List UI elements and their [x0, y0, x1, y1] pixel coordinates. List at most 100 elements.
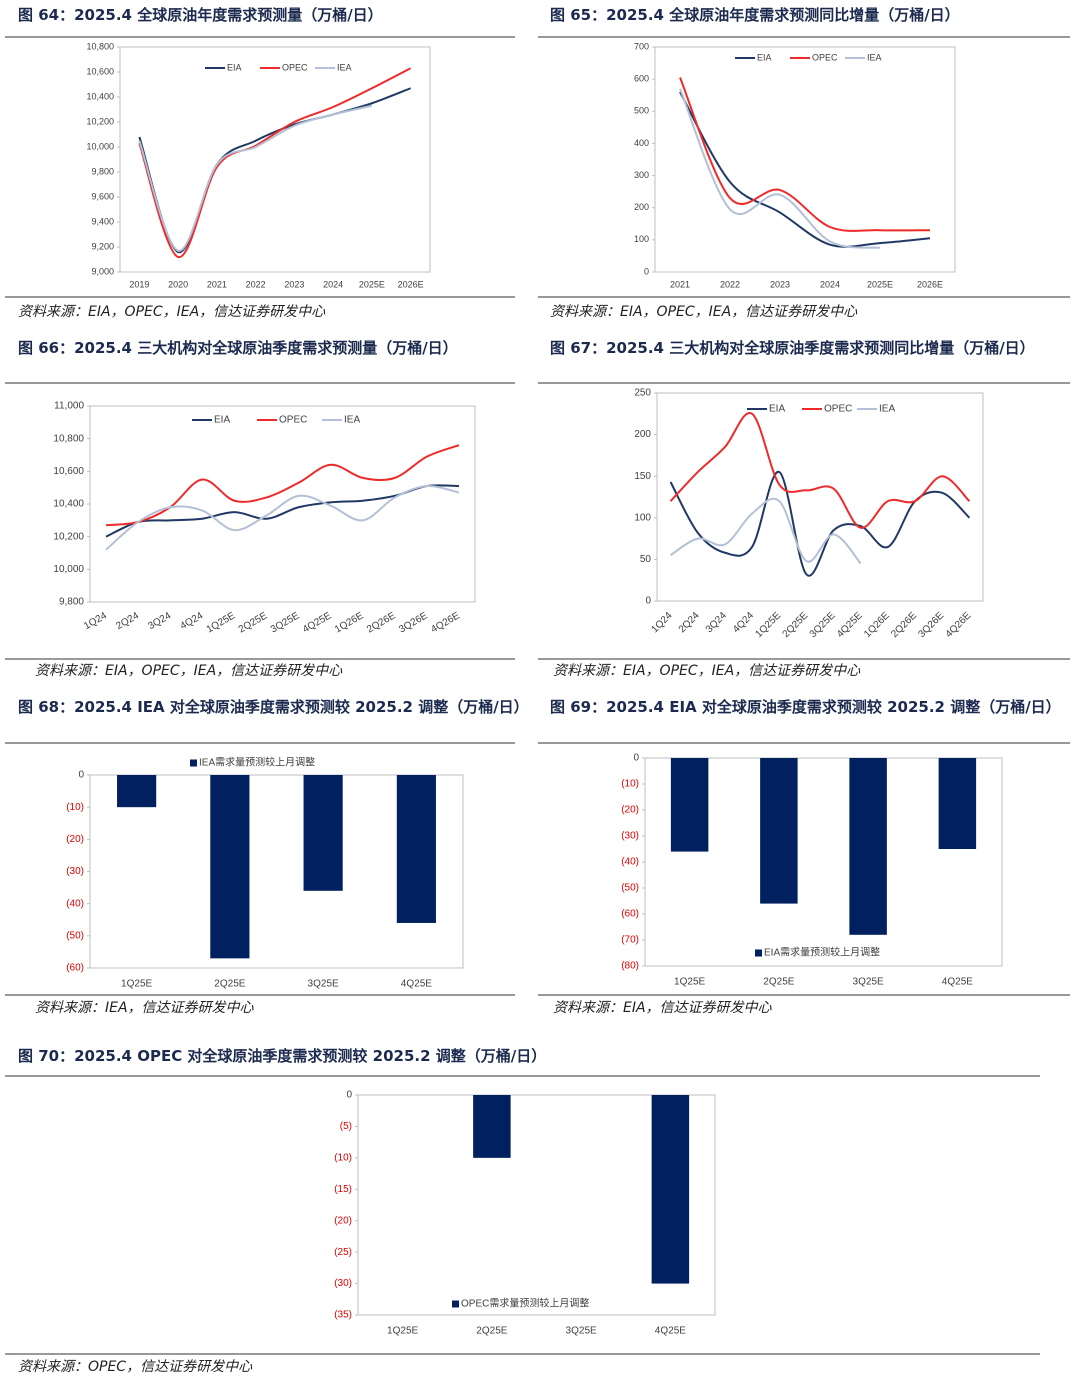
x-tick-label: 4Q24 — [178, 610, 205, 632]
y-tick-label: 10,000 — [86, 141, 114, 151]
bar — [303, 775, 343, 891]
y-tick-label: 10,800 — [86, 41, 114, 51]
x-tick-label: 2020 — [168, 279, 188, 289]
chart: 9,000 9,200 9,400 9,600 9,800 10,000 10,200 10,… — [86, 41, 431, 289]
y-tick-label: (50) — [66, 930, 84, 941]
y-tick-label: 9,800 — [59, 597, 84, 608]
x-tick-label: 2023 — [284, 279, 304, 289]
x-tick-label: 1Q25E — [753, 610, 783, 640]
x-tick-label: 3Q24 — [704, 610, 729, 635]
y-tick-label: 300 — [634, 170, 649, 180]
figure-source: 资料来源：EIA，OPEC，IEA，信达证券研发中心 — [35, 663, 343, 679]
x-tick-label: 3Q26E — [397, 610, 430, 635]
series-line — [679, 88, 881, 249]
y-tick-label: 9,400 — [91, 216, 114, 226]
y-tick-label: (60) — [621, 909, 639, 920]
legend-label: IEA — [337, 62, 352, 72]
series-line — [138, 104, 373, 252]
x-tick-label: 4Q25E — [655, 1326, 686, 1337]
y-tick-label: (30) — [334, 1278, 352, 1289]
x-tick-label: 4Q25E — [301, 610, 334, 635]
x-tick-label: 1Q24 — [649, 610, 674, 635]
figure-source: 资料来源：EIA，信达证券研发中心 — [553, 1000, 772, 1016]
x-tick-label: 2Q25E — [214, 979, 245, 990]
x-tick-label: 4Q26E — [429, 610, 462, 635]
chart: (35) (30) (25) (20) (15) (10) (5) 0 1Q25E 2Q25E 3Q… — [334, 1090, 716, 1337]
legend-label: OPEC — [824, 404, 852, 415]
y-tick-label: (40) — [66, 898, 84, 909]
figure-source: 资料来源：EIA，OPEC，IEA，信达证券研发中心 — [18, 304, 326, 320]
y-tick-label: 0 — [78, 770, 84, 781]
x-tick-label: 1Q25E — [121, 979, 152, 990]
y-tick-label: 200 — [634, 429, 651, 440]
series-line — [105, 444, 460, 527]
series-line — [679, 91, 931, 248]
chart: (80) (70) (60) (50) (40) (30) (20) (10) 0 1Q25E 2Q… — [621, 753, 1003, 988]
series-line — [670, 497, 862, 565]
figure-caption: 图 69：2025.4 EIA 对全球原油季度需求预测较 2025.2 调整（万… — [550, 698, 1061, 716]
x-tick-label: 2024 — [820, 279, 840, 289]
figure-caption: 图 65：2025.4 全球原油年度需求预测同比增量（万桶/日） — [550, 6, 960, 24]
x-tick-label: 3Q25E — [269, 610, 302, 635]
x-tick-label: 4Q26E — [944, 610, 974, 640]
series-line — [138, 87, 411, 253]
plot-frame — [656, 392, 984, 602]
series-line — [679, 77, 931, 232]
x-tick-label: 1Q25E — [205, 610, 238, 635]
y-tick-label: 11,000 — [54, 401, 84, 412]
x-tick-label: 2Q25E — [476, 1326, 507, 1337]
y-tick-label: (25) — [334, 1247, 352, 1258]
plot-frame — [357, 1094, 716, 1316]
series-line — [669, 412, 971, 529]
legend-label: EIA — [214, 415, 230, 426]
x-tick-label: 3Q25E — [808, 610, 838, 640]
x-tick-label: 2019 — [129, 279, 149, 289]
bar — [938, 758, 977, 849]
y-tick-label: (30) — [621, 831, 639, 842]
figure-caption: 图 66：2025.4 三大机构对全球原油季度需求预测量（万桶/日） — [18, 339, 458, 357]
x-tick-label: 2026E — [917, 279, 943, 289]
y-tick-label: 200 — [634, 202, 649, 212]
x-tick-label: 2025E — [359, 279, 385, 289]
x-tick-label: 2021 — [207, 279, 227, 289]
legend-label: EIA需求量预测较上月调整 — [764, 946, 880, 959]
y-tick-label: 9,800 — [91, 166, 114, 176]
y-tick-label: 10,400 — [86, 91, 114, 101]
y-tick-label: 400 — [634, 138, 649, 148]
x-tick-label: 2Q25E — [781, 610, 811, 640]
figure-source: 资料来源：EIA，OPEC，IEA，信达证券研发中心 — [553, 663, 861, 679]
y-tick-label: (60) — [66, 963, 84, 974]
figure-source: 资料来源：IEA，信达证券研发中心 — [35, 1000, 254, 1016]
chart: (60) (50) (40) (30) (20) (10) 0 1Q25E 2Q25E 3Q25E… — [66, 756, 464, 990]
y-tick-label: (20) — [621, 805, 639, 816]
legend-label: IEA需求量预测较上月调整 — [199, 756, 315, 769]
y-tick-label: (10) — [66, 802, 84, 813]
plot-frame — [119, 46, 431, 273]
x-tick-label: 3Q25E — [853, 977, 884, 988]
y-tick-label: 10,200 — [86, 116, 114, 126]
y-tick-label: 150 — [634, 471, 651, 482]
legend-label: OPEC — [812, 52, 838, 62]
figure-caption: 图 64：2025.4 全球原油年度需求预测量（万桶/日） — [18, 6, 383, 24]
x-tick-label: 2Q25E — [763, 977, 794, 988]
series-line — [105, 485, 460, 551]
y-tick-label: 10,600 — [86, 66, 114, 76]
y-tick-label: (40) — [621, 857, 639, 868]
plot-frame — [654, 46, 956, 273]
x-tick-label: 2Q26E — [889, 610, 919, 640]
bar — [670, 758, 709, 852]
y-tick-label: 10,800 — [53, 433, 84, 444]
x-tick-label: 3Q25E — [566, 1326, 597, 1337]
y-tick-label: 10,200 — [53, 531, 84, 542]
x-tick-label: 2Q25E — [237, 610, 270, 635]
y-tick-label: 9,600 — [91, 191, 114, 201]
y-tick-label: 100 — [634, 512, 651, 523]
x-tick-label: 2Q24 — [114, 610, 141, 632]
x-tick-label: 3Q25E — [308, 979, 339, 990]
y-tick-label: (80) — [621, 961, 639, 972]
figure-caption: 图 70：2025.4 OPEC 对全球原油季度需求预测较 2025.2 调整（… — [18, 1047, 547, 1065]
bar — [651, 1095, 690, 1284]
bar — [473, 1095, 511, 1158]
